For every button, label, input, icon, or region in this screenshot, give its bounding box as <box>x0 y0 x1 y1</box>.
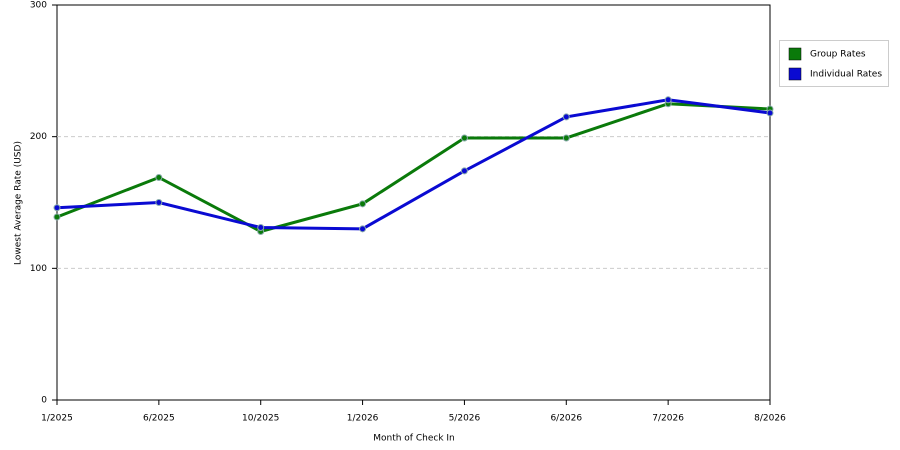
data-point <box>257 224 265 232</box>
x-tick-label: 6/2026 <box>550 414 582 424</box>
data-point <box>155 173 163 181</box>
x-tick-label: 7/2026 <box>652 414 684 424</box>
data-point <box>562 134 570 142</box>
y-tick-label: 200 <box>30 132 47 142</box>
legend-label: Individual Rates <box>810 70 882 80</box>
x-tick-label: 8/2026 <box>754 414 786 424</box>
series-line <box>56 102 771 234</box>
data-point <box>664 96 672 104</box>
data-point <box>766 109 774 117</box>
x-tick-label: 1/2025 <box>41 414 73 424</box>
x-axis-label: Month of Check In <box>373 434 455 444</box>
data-point <box>562 113 570 121</box>
data-point <box>359 225 367 233</box>
x-tick-label: 6/2025 <box>143 414 175 424</box>
series-line <box>56 98 771 231</box>
y-tick-label: 300 <box>30 1 47 11</box>
data-point <box>155 199 163 206</box>
y-tick-label: 100 <box>30 264 47 274</box>
data-point <box>53 213 61 221</box>
data-point <box>53 204 61 212</box>
x-tick-label: 10/2025 <box>242 414 279 424</box>
data-point <box>460 134 468 142</box>
legend-swatch <box>788 67 802 81</box>
x-tick-label: 5/2026 <box>449 414 481 424</box>
data-point <box>359 200 367 208</box>
legend-label: Group Rates <box>810 50 866 60</box>
legend-swatch <box>788 47 802 61</box>
y-axis-label: Lowest Average Rate (USD) <box>14 141 24 265</box>
data-point <box>460 167 468 175</box>
x-tick-label: 1/2026 <box>347 414 379 424</box>
plot-area <box>56 4 771 401</box>
y-tick-label: 0 <box>41 396 47 406</box>
